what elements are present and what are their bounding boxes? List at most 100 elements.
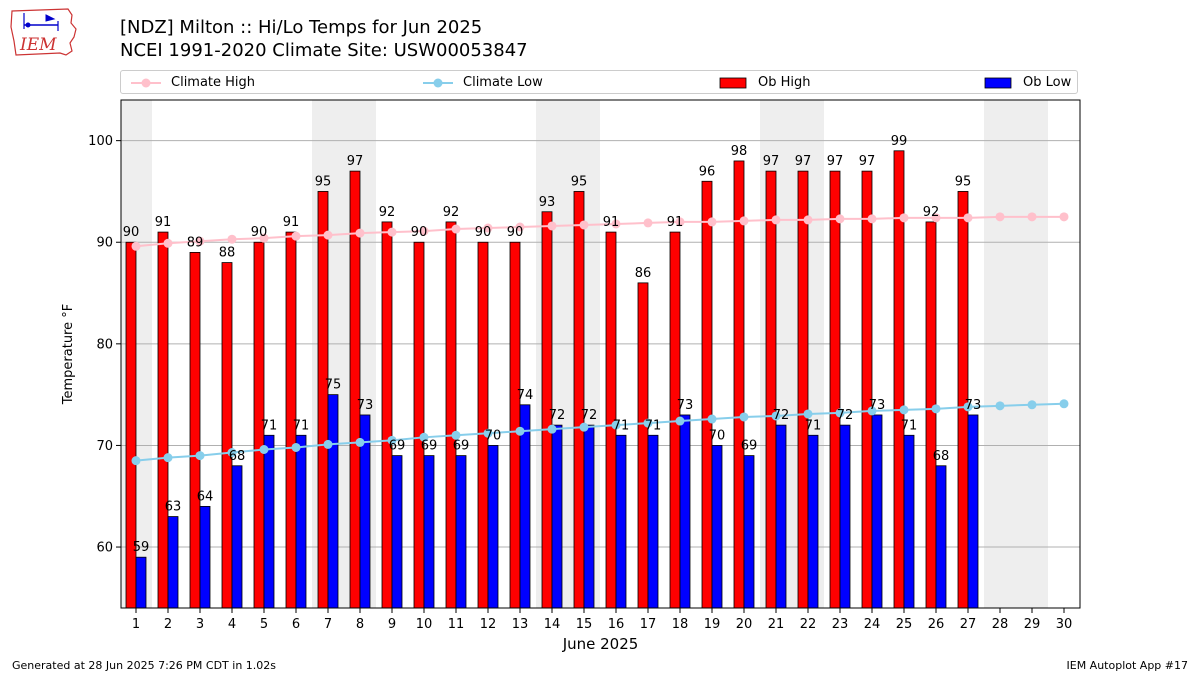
ob-low-bar [455,455,467,609]
climate-low-point [899,405,909,415]
climate-low-line [135,402,1065,462]
climate-high-point [483,223,493,233]
climate-high-point [707,217,717,227]
ob-low-bar [423,455,435,609]
climate-high-point [291,231,301,241]
ob-low-value-label: 73 [965,398,982,413]
ob-high-bar [829,170,841,609]
logo-text: IEM [19,35,57,55]
x-tick-label: 15 [576,617,593,632]
climate-low-point [771,411,781,421]
x-tick-label: 18 [672,617,689,632]
climate-high-point [931,213,941,223]
climate-high-point [771,215,781,225]
ob-low-bar [647,434,659,609]
climate-high-point [803,215,813,225]
x-tick-label: 28 [992,617,1009,632]
x-tick-label: 17 [640,617,657,632]
climate-high-point [643,218,653,228]
ob-low-value-label: 71 [645,418,662,433]
ob-high-value-label: 97 [827,154,844,169]
ob-low-bar [487,445,499,609]
ob-high-bar [637,282,649,609]
climate-high-point [835,214,845,224]
ob-high-value-label: 90 [475,225,492,240]
weather-station-icon [23,13,59,31]
ob-high-value-label: 97 [795,154,812,169]
x-tick-label: 23 [832,617,849,632]
ob-low-bar [263,434,275,609]
ob-low-value-label: 71 [805,418,822,433]
y-tick-label: 80 [96,337,113,352]
ob-high-bar [189,251,201,609]
ob-low-value-label: 70 [709,428,726,443]
ob-low-bar [327,394,339,609]
ob-low-value-label: 69 [741,439,758,454]
climate-high-point [579,220,589,230]
climate-high-line [135,215,1064,248]
climate-high-point [1027,212,1037,222]
x-tick-label: 8 [356,617,364,632]
climate-low-point [195,451,205,461]
ob-high-value-label: 93 [539,195,556,210]
climate-low-point [259,445,269,455]
climate-low-point [355,437,365,447]
x-tick-label: 22 [800,617,817,632]
x-tick-label: 1 [132,617,140,632]
climate-high-point [611,219,621,229]
climate-low-point [995,401,1005,411]
climate-low-point [291,442,301,452]
chart-legend: Climate High Climate Low Ob High Ob Low [120,70,1078,94]
ob-high-bar [861,170,873,609]
ob-low-value-label: 72 [837,408,854,423]
legend-swatch-ob-low [984,77,1012,89]
x-tick-label: 9 [388,617,396,632]
ob-low-bar [935,465,947,609]
climate-high-point [227,234,237,244]
ob-high-bar [221,262,233,609]
climate-high-point [195,236,205,246]
legend-label-ob-high: Ob High [758,75,811,90]
ob-high-value-label: 86 [635,266,652,281]
ob-high-value-label: 90 [123,225,140,240]
ob-low-value-label: 68 [229,449,246,464]
climate-high-point [963,213,973,223]
ob-high-value-label: 90 [507,225,524,240]
ob-high-value-label: 88 [219,246,236,261]
legend-label-ob-low: Ob Low [1023,75,1072,90]
ob-low-value-label: 74 [517,388,534,403]
x-tick-label: 26 [928,617,945,632]
ob-high-value-label: 91 [283,215,300,230]
ob-low-bar [551,424,563,609]
chart-title: [NDZ] Milton :: Hi/Lo Temps for Jun 2025 [120,17,483,38]
weekend-band [1016,100,1048,608]
x-tick-label: 4 [228,617,236,632]
ob-low-value-label: 71 [901,418,918,433]
ob-low-bar [679,414,691,609]
ob-high-bar [765,170,777,609]
legend-label-climate-low: Climate Low [463,75,543,90]
climate-high-point [323,230,333,240]
ob-high-bar [573,191,585,609]
ob-high-bar [925,221,937,609]
ob-low-value-label: 70 [485,428,502,443]
ob-low-value-label: 73 [869,398,886,413]
ob-high-value-label: 95 [315,174,332,189]
x-tick-label: 3 [196,617,204,632]
x-tick-label: 25 [896,617,913,632]
climate-low-point [323,439,333,449]
climate-high-point [739,216,749,226]
ob-low-value-label: 63 [165,500,182,515]
ob-low-bar [807,434,819,609]
ob-high-bar [381,221,393,609]
ob-high-bar [509,241,521,609]
ob-high-bar [477,241,489,609]
x-tick-label: 21 [768,617,785,632]
x-tick-label: 14 [544,617,561,632]
iem-logo: IEM [10,8,77,56]
climate-low-point [483,428,493,438]
climate-high-point [451,224,461,234]
chart-subtitle: NCEI 1991-2020 Climate Site: USW00053847 [120,40,528,61]
ob-low-bar [167,516,179,609]
climate-high-point [419,226,429,236]
